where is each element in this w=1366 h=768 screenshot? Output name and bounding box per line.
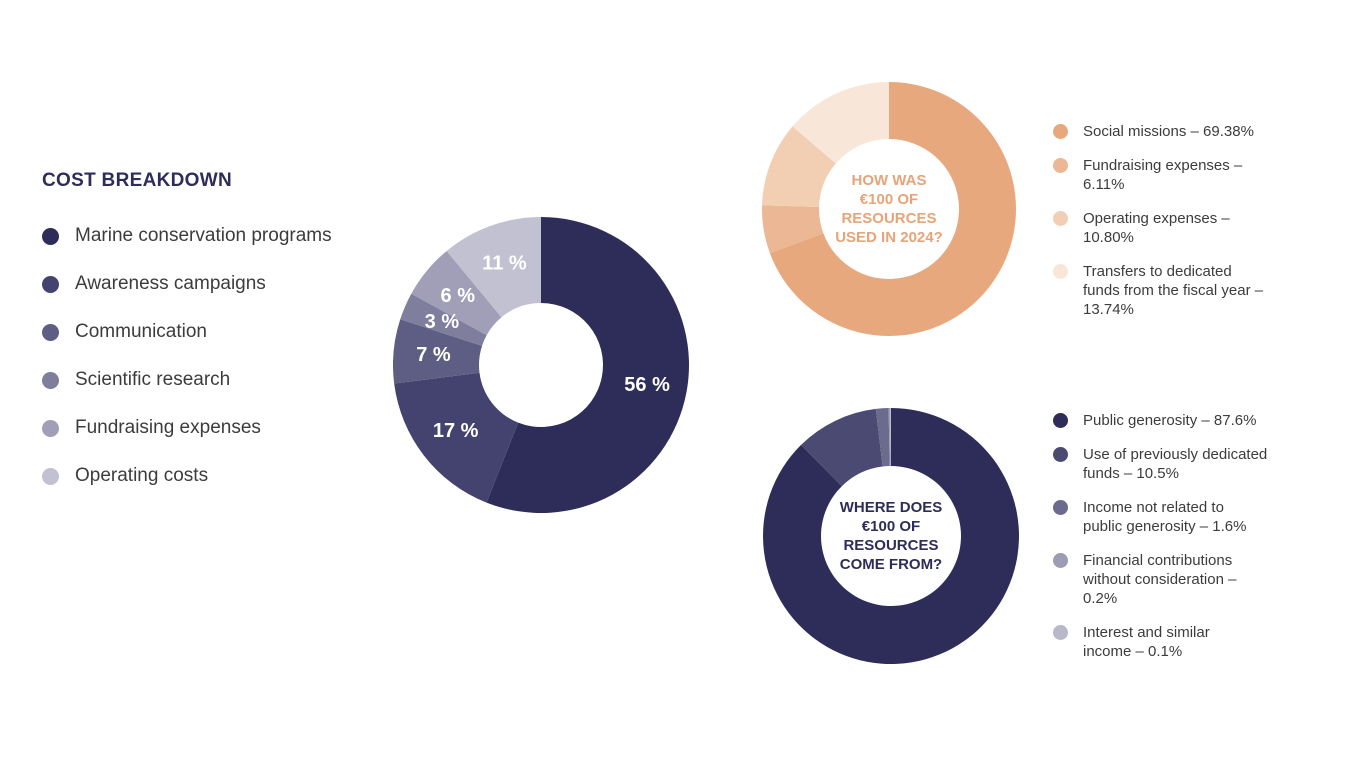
legend-item: Public generosity – 87.6% <box>1053 411 1303 430</box>
donut-slice-awareness-campaigns <box>394 372 519 503</box>
slice-value-label: 6 % <box>441 285 476 307</box>
slice-value-label: 11 % <box>482 252 527 274</box>
legend-dot-icon <box>1053 211 1068 226</box>
legend-item-label: Fundraising expenses <box>75 417 261 438</box>
legend-dot-icon <box>42 227 59 245</box>
slice-value-label: 17 % <box>433 420 479 442</box>
legend-dot-icon <box>1053 158 1068 173</box>
donut-slice-operating-costs <box>446 217 541 318</box>
donut-slice-income-not-related-to-public-generosity <box>875 408 890 467</box>
donut-slice-financial-contributions-without-consideration <box>888 408 891 467</box>
legend-item: Financial contributions without consider… <box>1053 551 1303 608</box>
legend-dot-icon <box>1053 124 1068 139</box>
legend-item: Operating costs <box>42 452 332 500</box>
legend-item-label: Fundraising expenses – 6.11% <box>1083 157 1243 193</box>
donut-slice-communication <box>393 319 483 384</box>
legend-item-label: Interest and similar income – 0.1% <box>1083 624 1210 660</box>
legend-item-label: Public generosity – 87.6% <box>1083 412 1257 429</box>
cost-breakdown-title: COST BREAKDOWN <box>42 170 232 191</box>
legend-item-label: Transfers to dedicated funds from the fi… <box>1083 263 1264 318</box>
cost-breakdown-legend: Marine conservation programs Awareness c… <box>42 212 332 500</box>
cost-breakdown-donut-chart: 56 % 17 % 7 % 3 % 6 % 11 % <box>393 217 689 513</box>
legend-item-label: Use of previously dedicated funds – 10.5… <box>1083 446 1268 482</box>
donut-slice-operating-expenses <box>762 126 836 207</box>
slice-value-label: 7 % <box>416 344 451 366</box>
donut-slice-marine-conservation-programs <box>486 217 689 513</box>
legend-item-label: Operating expenses – 10.80% <box>1083 210 1230 246</box>
legend-item: Scientific research <box>42 356 332 404</box>
legend-item-label: Marine conservation programs <box>75 225 332 246</box>
legend-item-label: Communication <box>75 321 207 342</box>
legend-item: Fundraising expenses <box>42 404 332 452</box>
legend-dot-icon <box>1053 413 1068 428</box>
donut-slice-use-of-previously-dedicated-funds <box>801 408 883 487</box>
resources-origin-legend: Public generosity – 87.6% Use of previou… <box>1053 411 1303 676</box>
donut-slice-interest-and-similar-income <box>890 408 891 467</box>
legend-item: Income not related to public generosity … <box>1053 498 1303 536</box>
slice-value-label: 3 % <box>425 311 460 333</box>
legend-dot-icon <box>1053 500 1068 515</box>
resources-origin-donut-chart <box>763 408 1019 664</box>
legend-dot-icon <box>1053 553 1068 568</box>
legend-dot-icon <box>42 275 59 293</box>
legend-dot-icon <box>42 467 59 485</box>
legend-item: Transfers to dedicated funds from the fi… <box>1053 262 1303 319</box>
legend-dot-icon <box>1053 447 1068 462</box>
donut-slice-public-generosity <box>763 408 1019 664</box>
legend-item-label: Financial contributions without consider… <box>1083 552 1237 607</box>
legend-item-label: Scientific research <box>75 369 231 390</box>
donut-slice-social-missions <box>769 82 1016 336</box>
legend-item: Social missions – 69.38% <box>1053 122 1303 141</box>
slice-value-label: 56 % <box>624 374 670 396</box>
legend-item: Use of previously dedicated funds – 10.5… <box>1053 445 1303 483</box>
resources-used-donut-chart <box>762 82 1016 336</box>
legend-item-label: Income not related to public generosity … <box>1083 499 1247 535</box>
resources-used-legend: Social missions – 69.38% Fundraising exp… <box>1053 122 1303 334</box>
legend-item: Interest and similar income – 0.1% <box>1053 623 1303 661</box>
legend-dot-icon <box>42 419 59 437</box>
legend-item-label: Awareness campaigns <box>75 273 266 294</box>
donut-slice-fundraising-expenses <box>762 205 824 254</box>
donut-slice-fundraising-expenses <box>411 250 502 336</box>
donut-slice-transfers-to-dedicated-funds-from-the-fiscal-year <box>792 82 889 164</box>
legend-dot-icon <box>1053 625 1068 640</box>
legend-item: Marine conservation programs <box>42 212 332 260</box>
legend-dot-icon <box>1053 264 1068 279</box>
legend-item: Awareness campaigns <box>42 260 332 308</box>
legend-item: Operating expenses – 10.80% <box>1053 209 1303 247</box>
legend-item-label: Operating costs <box>75 465 209 486</box>
donut-slice-scientific-research <box>400 293 487 346</box>
legend-item: Communication <box>42 308 332 356</box>
legend-item-label: Social missions – 69.38% <box>1083 123 1254 140</box>
legend-dot-icon <box>42 323 59 341</box>
legend-item: Fundraising expenses – 6.11% <box>1053 156 1303 194</box>
legend-dot-icon <box>42 371 59 389</box>
